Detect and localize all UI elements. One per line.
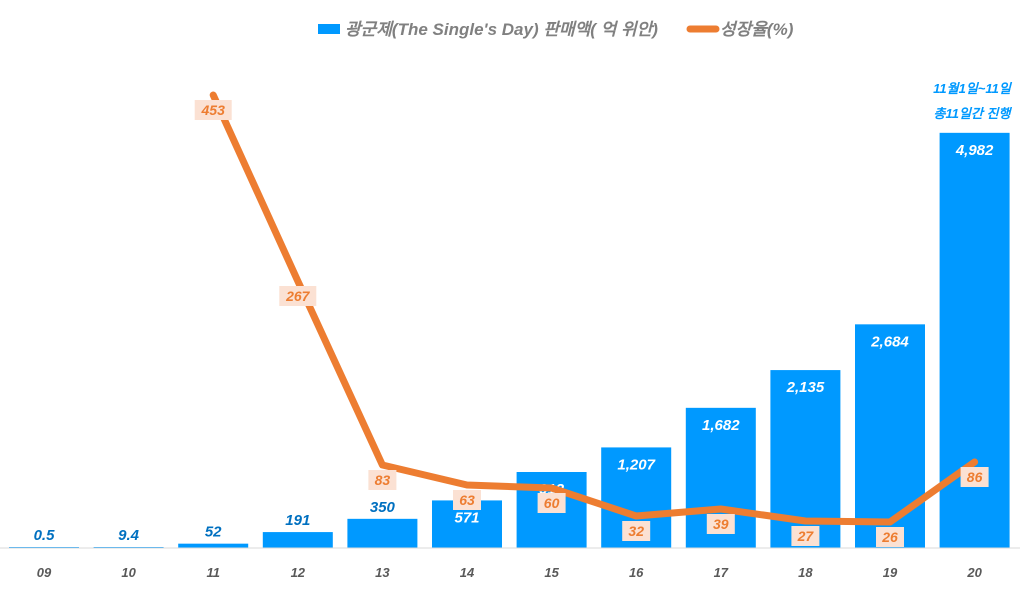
growth-value-label: 267	[285, 288, 311, 304]
x-tick-label: 18	[798, 565, 813, 580]
x-tick-label: 17	[714, 565, 729, 580]
growth-label-box	[960, 467, 989, 487]
x-tick-label: 14	[460, 565, 475, 580]
x-tick-label: 12	[291, 565, 306, 580]
growth-value-label: 453	[201, 102, 226, 118]
x-tick-label: 20	[966, 565, 982, 580]
bar-value-label: 52	[205, 524, 222, 541]
growth-label-box	[622, 521, 651, 541]
growth-value-label: 27	[797, 528, 815, 544]
growth-label-box	[368, 470, 397, 490]
legend-bar-label: 광군제(The Single's Day) 판매액( 억 위안)	[345, 20, 658, 39]
bar-value-label: 4,982	[955, 142, 994, 159]
growth-value-label: 60	[544, 495, 560, 511]
bar-value-label: 9.4	[118, 527, 140, 544]
growth-value-label: 63	[459, 492, 475, 508]
x-tick-label: 10	[121, 565, 136, 580]
bar-value-label: 1,207	[617, 456, 655, 473]
growth-label-box	[537, 493, 566, 513]
bar-value-label: 1,682	[702, 417, 740, 434]
growth-value-label: 26	[881, 529, 898, 545]
growth-value-label: 32	[628, 523, 644, 539]
legend-line-label: 성장율(%)	[720, 20, 794, 39]
x-tick-label: 15	[544, 565, 559, 580]
growth-label-box	[194, 100, 232, 120]
bar-value-label: 571	[454, 509, 479, 526]
growth-label-box	[279, 286, 317, 306]
bar	[855, 324, 925, 548]
bar-value-label: 350	[370, 499, 396, 516]
growth-label-box	[791, 526, 820, 546]
bar	[262, 532, 333, 548]
annotation-text: 11월1일~11일	[933, 81, 1013, 96]
bar-value-label: 191	[285, 512, 310, 529]
growth-label-box	[706, 514, 735, 534]
legend-bar-swatch	[318, 24, 340, 34]
x-tick-label: 13	[375, 565, 390, 580]
growth-label-box	[453, 490, 481, 510]
growth-label-box	[876, 527, 904, 547]
bar-value-label: 2,684	[870, 333, 909, 350]
bar-value-label: 2,135	[786, 379, 825, 396]
growth-value-label: 86	[967, 469, 983, 485]
bar	[178, 543, 249, 548]
x-tick-label: 16	[629, 565, 644, 580]
growth-line	[209, 91, 979, 526]
x-tick-label: 11	[206, 565, 220, 580]
growth-value-label: 39	[713, 516, 729, 532]
growth-value-label: 83	[375, 472, 391, 488]
bar-value-label: 0.5	[34, 527, 56, 544]
bar	[347, 518, 418, 548]
annotation-text: 총11일간 진행	[934, 106, 1013, 121]
x-tick-label: 09	[37, 565, 52, 580]
x-tick-label: 19	[883, 565, 898, 580]
